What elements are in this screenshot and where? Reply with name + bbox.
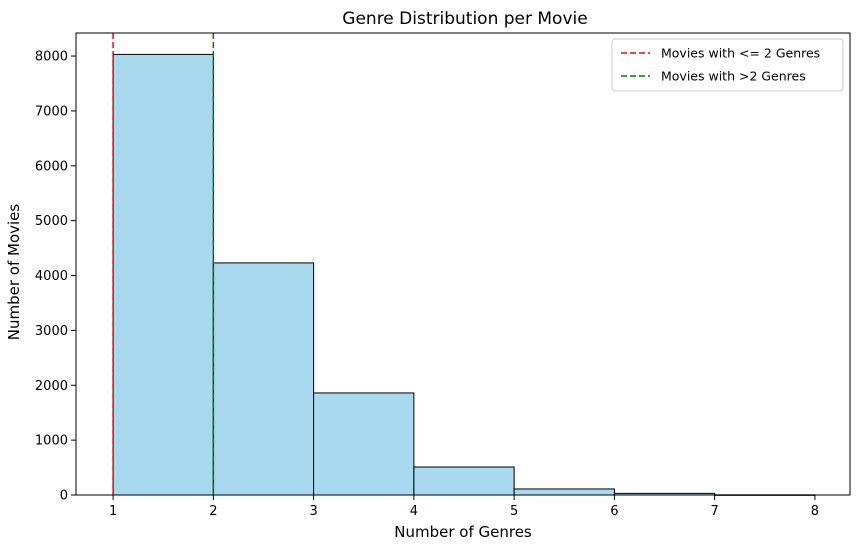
y-tick-label: 3000	[35, 324, 68, 339]
legend-label-2: Movies with >2 Genres	[661, 69, 806, 84]
x-tick-label: 5	[510, 504, 518, 519]
y-tick-label: 2000	[35, 379, 68, 394]
histogram-bar-1	[112, 53, 214, 496]
y-tick-label: 6000	[35, 159, 68, 174]
x-tick-label: 3	[309, 504, 317, 519]
plot-frame	[75, 32, 851, 496]
chart-title: Genre Distribution per Movie	[342, 9, 587, 29]
y-tick-label: 4000	[35, 269, 68, 284]
histogram-bar-5	[513, 488, 615, 496]
x-tick-label: 6	[610, 504, 618, 519]
y-axis: 0 1000 2000 3000 4000 5000 6000 7000 8000	[35, 50, 76, 504]
histogram-bar-2	[212, 262, 315, 496]
x-tick-label: 7	[711, 504, 719, 519]
x-tick-label: 1	[109, 504, 117, 519]
histogram-bar-4	[413, 466, 515, 496]
x-axis: 1 2 3 4 5 6 7 8	[109, 495, 819, 519]
reference-lines-group	[112, 33, 215, 495]
legend-label-1: Movies with <= 2 Genres	[661, 46, 820, 61]
histogram-bar-3	[313, 392, 415, 496]
x-axis-label: Number of Genres	[394, 523, 532, 541]
bars-group	[112, 53, 816, 496]
x-tick-label: 8	[811, 504, 819, 519]
y-tick-label: 0	[60, 489, 68, 504]
y-tick-label: 1000	[35, 434, 68, 449]
y-tick-label: 5000	[35, 214, 68, 229]
y-tick-label: 7000	[35, 104, 68, 119]
y-tick-label: 8000	[35, 50, 68, 65]
y-axis-label: Number of Movies	[5, 204, 23, 341]
x-tick-label: 2	[209, 504, 217, 519]
x-tick-label: 4	[410, 504, 418, 519]
legend: Movies with <= 2 Genres Movies with >2 Ge…	[611, 38, 844, 92]
legend-box	[611, 38, 844, 92]
